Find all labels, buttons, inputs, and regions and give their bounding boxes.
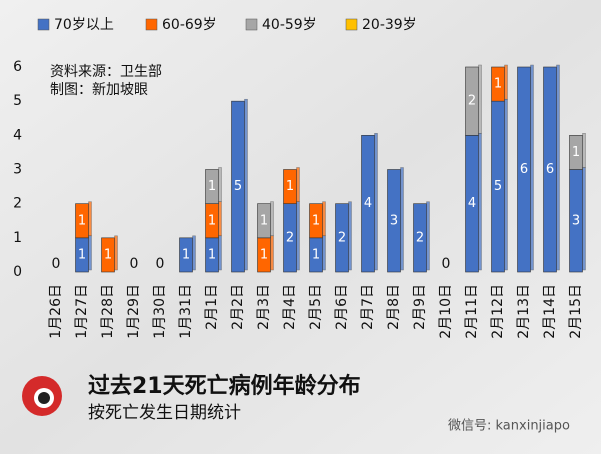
- data-label: 1: [104, 247, 112, 262]
- bar-side: [270, 201, 274, 237]
- x-tick-label: 2月12日: [490, 284, 506, 339]
- chart-subtitle: 按死亡发生日期统计: [88, 403, 241, 423]
- source-note: 资料来源：卫生部: [50, 64, 162, 80]
- legend-label: 70岁以上: [54, 17, 114, 33]
- bar-side: [218, 167, 222, 202]
- y-tick-label: 4: [13, 127, 22, 143]
- x-tick-label: 2月10日: [438, 284, 454, 339]
- data-label: 0: [130, 256, 139, 272]
- bar-side: [322, 235, 326, 271]
- data-label: 1: [78, 247, 86, 262]
- credit-note: 制图：新加坡眼: [50, 82, 148, 98]
- x-tick-label: 1月29日: [126, 284, 142, 339]
- bar-side: [478, 133, 482, 271]
- bar-side: [478, 64, 482, 134]
- x-tick-label: 2月2日: [230, 284, 246, 330]
- x-tick-label: 1月28日: [100, 284, 116, 339]
- data-label: 1: [260, 247, 268, 262]
- data-label: 1: [208, 213, 216, 228]
- bar-side: [192, 235, 196, 271]
- bar-side: [88, 235, 92, 271]
- bar-side: [556, 64, 560, 271]
- data-label: 3: [572, 213, 580, 228]
- bar-side: [374, 133, 378, 271]
- logo: [22, 376, 62, 416]
- bar-side: [426, 201, 430, 271]
- bar-side: [582, 167, 586, 271]
- legend-label: 20-39岁: [362, 17, 417, 33]
- data-label: 0: [156, 256, 165, 272]
- data-label: 2: [416, 230, 424, 245]
- x-tick-label: 2月6日: [334, 284, 350, 330]
- x-tick-label: 2月14日: [542, 284, 558, 339]
- x-tick-label: 2月7日: [360, 284, 376, 330]
- data-label: 1: [494, 77, 502, 92]
- x-tick-label: 2月15日: [568, 284, 584, 339]
- x-tick-label: 2月11日: [464, 284, 480, 339]
- x-tick-label: 1月27日: [74, 284, 90, 339]
- bar-side: [88, 201, 92, 237]
- bar-side: [218, 201, 222, 237]
- data-label: 2: [286, 230, 294, 245]
- x-tick-label: 2月9日: [412, 284, 428, 330]
- x-tick-label: 1月31日: [178, 284, 194, 339]
- legend-swatch: [37, 18, 50, 31]
- data-label: 1: [78, 213, 86, 228]
- data-label: 3: [390, 213, 398, 228]
- data-label: 2: [468, 94, 476, 109]
- data-label: 6: [546, 162, 554, 177]
- y-tick-label: 2: [13, 196, 22, 212]
- legend-swatch: [245, 18, 258, 31]
- x-tick-label: 1月30日: [152, 284, 168, 339]
- x-tick-label: 2月13日: [516, 284, 532, 339]
- data-label: 1: [572, 145, 580, 160]
- data-label: 2: [338, 230, 346, 245]
- bar-side: [296, 201, 300, 271]
- legend-label: 40-59岁: [262, 17, 317, 33]
- chart-title: 过去21天死亡病例年龄分布: [88, 373, 361, 399]
- bar-side: [296, 167, 300, 202]
- x-tick-label: 2月3日: [256, 284, 272, 330]
- data-label: 1: [182, 247, 190, 262]
- data-label: 1: [260, 213, 268, 228]
- data-label: 5: [234, 179, 242, 194]
- data-label: 1: [312, 247, 320, 262]
- x-tick-label: 2月8日: [386, 284, 402, 330]
- bar-side: [270, 235, 274, 271]
- bar-side: [504, 98, 508, 271]
- bar-side: [322, 201, 326, 237]
- bar-side: [400, 167, 404, 271]
- x-tick-label: 1月26日: [48, 284, 64, 339]
- data-label: 6: [520, 162, 528, 177]
- bar-side: [348, 201, 352, 271]
- x-tick-label: 2月4日: [282, 284, 298, 330]
- bar-side: [114, 235, 118, 271]
- x-tick-label: 2月5日: [308, 284, 324, 330]
- bar-side: [504, 64, 508, 100]
- y-tick-label: 1: [13, 230, 22, 246]
- y-tick-label: 0: [13, 264, 22, 280]
- watermark: 微信号: kanxinjiapo: [448, 419, 570, 434]
- data-label: 1: [208, 179, 216, 194]
- y-tick-label: 5: [13, 93, 22, 109]
- data-label: 4: [468, 196, 476, 211]
- x-tick-label: 2月1日: [204, 284, 220, 330]
- data-label: 5: [494, 179, 502, 194]
- data-label: 0: [442, 256, 451, 272]
- legend-swatch: [145, 18, 158, 31]
- bar-side: [530, 64, 534, 271]
- bar-side: [218, 235, 222, 271]
- data-label: 1: [312, 213, 320, 228]
- legend-swatch: [345, 18, 358, 31]
- y-tick-label: 6: [13, 59, 22, 75]
- y-tick-label: 3: [13, 162, 22, 178]
- data-label: 1: [208, 247, 216, 262]
- data-label: 1: [286, 179, 294, 194]
- bar-side: [582, 133, 586, 168]
- data-label: 0: [52, 256, 61, 272]
- bar-side: [244, 98, 248, 271]
- legend-label: 60-69岁: [162, 17, 217, 33]
- data-label: 4: [364, 196, 372, 211]
